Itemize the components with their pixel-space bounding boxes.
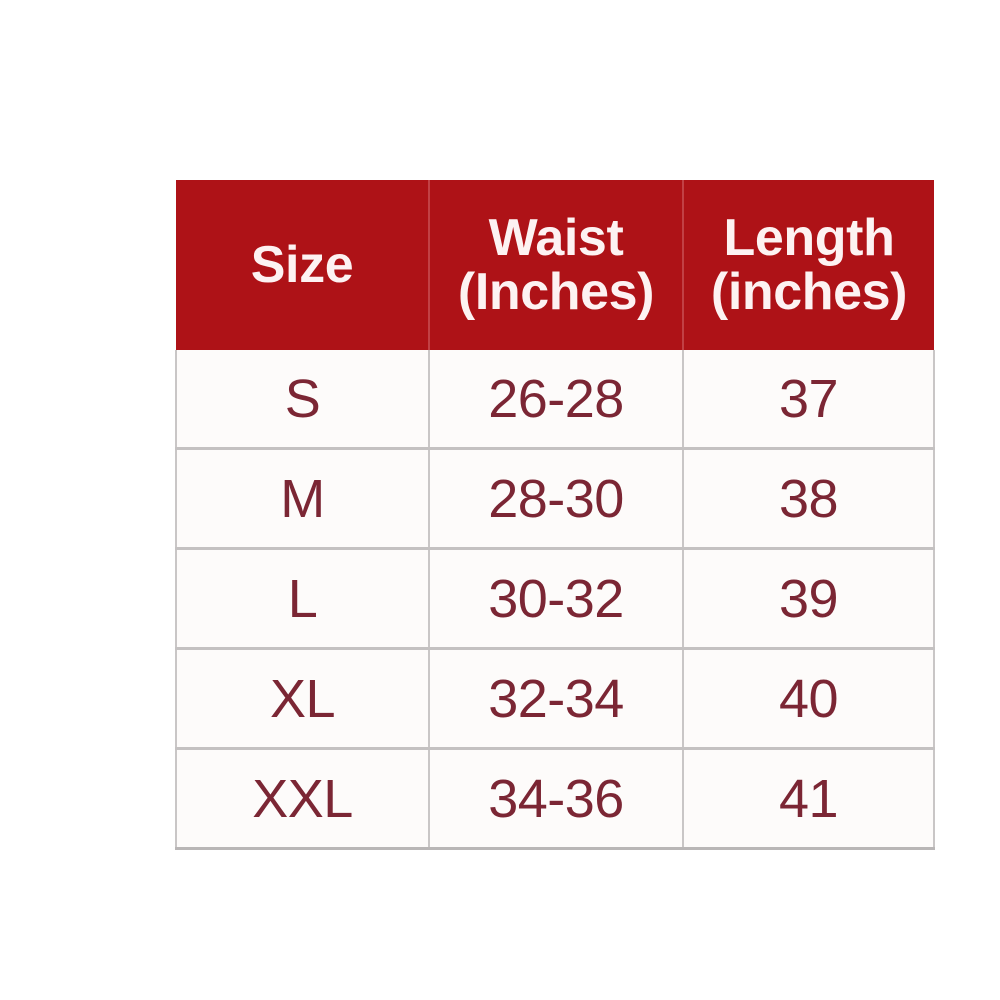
column-header-length: Length (inches)	[683, 180, 934, 350]
cell-waist: 30-32	[429, 548, 684, 650]
cell-size: L	[175, 548, 430, 650]
table-row: L 30-32 39	[175, 548, 935, 650]
cell-waist: 28-30	[429, 448, 684, 550]
column-header-waist: Waist (Inches)	[429, 180, 684, 350]
cell-length: 37	[683, 350, 935, 450]
cell-size: S	[175, 350, 430, 450]
size-chart-table: Size Waist (Inches) Length (inches) S 26…	[175, 180, 935, 850]
column-header-size-line1: Size	[250, 235, 354, 294]
cell-length: 41	[683, 748, 935, 850]
cell-size: XL	[175, 648, 430, 750]
column-header-waist-line1: Waist	[488, 208, 624, 267]
table-row: M 28-30 38	[175, 448, 935, 550]
cell-length: 39	[683, 548, 935, 650]
table-row: XL 32-34 40	[175, 648, 935, 750]
table-header: Size Waist (Inches) Length (inches)	[176, 180, 934, 350]
column-header-length-line2: (inches)	[710, 263, 908, 321]
cell-length: 38	[683, 448, 935, 550]
cell-waist: 32-34	[429, 648, 684, 750]
table-body: S 26-28 37 M 28-30 38 L 30-32 39 XL 32-3…	[175, 350, 935, 850]
column-header-length-line1: Length	[723, 208, 895, 267]
header-row: Size Waist (Inches) Length (inches)	[176, 180, 934, 350]
cell-waist: 34-36	[429, 748, 684, 850]
column-header-waist-line2: (Inches)	[457, 263, 655, 321]
cell-size: M	[175, 448, 430, 550]
cell-length: 40	[683, 648, 935, 750]
column-header-size: Size	[176, 180, 430, 350]
cell-size: XXL	[175, 748, 430, 850]
cell-waist: 26-28	[429, 350, 684, 450]
table-row: S 26-28 37	[175, 350, 935, 450]
table-row: XXL 34-36 41	[175, 748, 935, 850]
